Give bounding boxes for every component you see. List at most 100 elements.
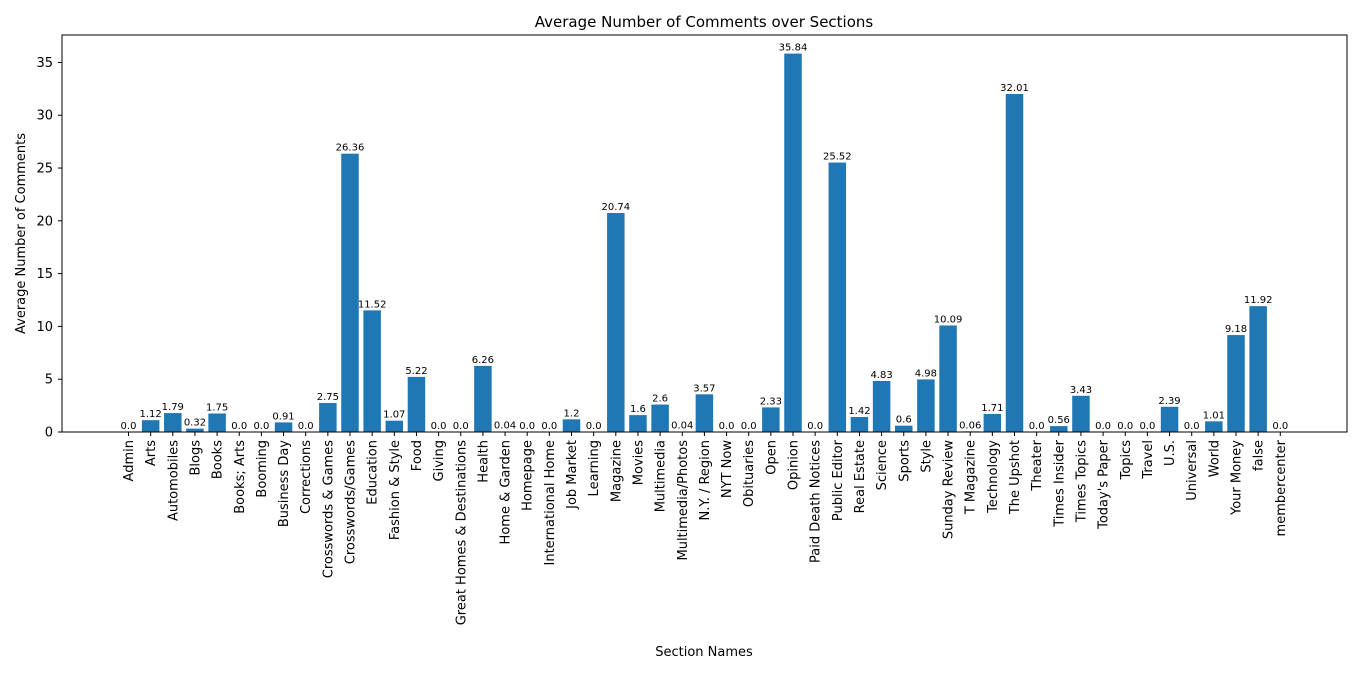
bar xyxy=(208,413,226,432)
x-tick-label: NYT Now xyxy=(720,440,735,498)
y-tick-label: 25 xyxy=(36,162,53,177)
x-tick-label: Automobiles xyxy=(166,440,181,521)
bar-value-label: 6.26 xyxy=(472,355,494,366)
bar xyxy=(474,365,492,432)
x-tick-label: Education xyxy=(366,440,381,505)
bar-value-label: 2.33 xyxy=(760,396,782,407)
bar-value-label: 0.0 xyxy=(1272,421,1288,432)
bar xyxy=(141,420,160,432)
bar xyxy=(872,381,891,432)
x-tick-label: Job Market xyxy=(565,440,580,510)
x-tick-label: Style xyxy=(919,440,934,473)
bar xyxy=(407,376,426,432)
bar-value-label: 1.42 xyxy=(848,406,870,417)
bar xyxy=(939,325,957,432)
bar xyxy=(1160,406,1179,432)
bar xyxy=(319,402,337,432)
bar xyxy=(695,394,714,432)
x-tick-label: Homepage xyxy=(521,440,536,511)
bar-value-label: 0.0 xyxy=(1095,421,1111,432)
y-tick-label: 35 xyxy=(36,56,53,71)
x-tick-label: Arts xyxy=(144,440,159,466)
x-tick-label: Food xyxy=(410,440,425,471)
bar-value-label: 25.52 xyxy=(823,152,852,163)
bar-value-label: 1.75 xyxy=(206,403,228,414)
x-tick-label: Today's Paper xyxy=(1097,439,1112,530)
x-tick-label: Admin xyxy=(122,440,137,481)
x-tick-label: Theater xyxy=(1030,439,1045,491)
y-tick-label: 15 xyxy=(36,267,53,282)
bar-value-label: 0.04 xyxy=(494,421,516,432)
bar-value-label: 0.0 xyxy=(253,421,269,432)
bar xyxy=(895,425,913,432)
x-tick-label: Times Insider xyxy=(1052,439,1067,527)
bar-value-label: 0.32 xyxy=(184,418,206,429)
x-tick-label: membercenter xyxy=(1274,439,1289,536)
bar-value-label: 0.0 xyxy=(741,421,757,432)
x-tick-label: Giving xyxy=(432,440,447,481)
x-tick-label: Technology xyxy=(986,440,1001,514)
bar-value-label: 0.0 xyxy=(431,421,447,432)
bar-value-label: 1.2 xyxy=(564,408,580,419)
bar-value-label: 0.0 xyxy=(231,421,247,432)
x-tick-label: The Upshot xyxy=(1008,440,1023,515)
x-tick-label: Universal xyxy=(1185,440,1200,501)
bar-value-label: 0.04 xyxy=(671,421,693,432)
x-tick-label: Open xyxy=(764,440,779,475)
x-tick-label: Crosswords & Games xyxy=(321,440,336,578)
y-tick-label: 5 xyxy=(45,373,53,388)
bar-value-label: 1.6 xyxy=(630,404,646,415)
x-tick-label: Sports xyxy=(897,440,912,482)
bar xyxy=(850,417,869,432)
bar-value-label: 11.92 xyxy=(1244,295,1273,306)
x-axis-ticks: Admin Arts Automobiles Blogs Books Books; Art… xyxy=(122,432,1289,625)
bar-value-label: 35.84 xyxy=(779,43,808,54)
y-axis-label: Average Number of Comments xyxy=(14,133,29,334)
x-tick-label: Multimedia xyxy=(654,440,669,512)
x-tick-label: World xyxy=(1207,440,1222,477)
y-tick-label: 10 xyxy=(36,320,53,335)
x-tick-label: Magazine xyxy=(609,440,624,502)
bar xyxy=(341,153,359,432)
bar-value-label: 26.36 xyxy=(336,143,365,154)
x-tick-label: Books; Arts xyxy=(233,440,248,514)
bar-value-label: 0.0 xyxy=(719,421,735,432)
bar-value-label: 5.22 xyxy=(405,366,427,377)
bar xyxy=(1249,306,1267,432)
bar-value-label: 11.52 xyxy=(358,299,387,310)
bar xyxy=(629,415,647,432)
x-tick-label: Fashion & Style xyxy=(388,440,403,540)
plot-frame xyxy=(61,34,1348,433)
bar xyxy=(762,407,780,432)
bar xyxy=(828,162,847,433)
x-tick-label: Blogs xyxy=(188,440,203,476)
bar-value-label: 9.18 xyxy=(1225,324,1247,335)
bar-value-label: 1.71 xyxy=(981,403,1003,414)
bar-value-label: 4.98 xyxy=(915,368,937,379)
bar-value-label: 1.01 xyxy=(1203,410,1225,421)
chart-title: Average Number of Comments over Sections xyxy=(535,13,874,31)
x-tick-label: Business Day xyxy=(277,440,292,527)
bar-value-label: 0.6 xyxy=(896,415,912,426)
bar-value-label: 0.0 xyxy=(298,421,314,432)
bar-value-label: 0.0 xyxy=(1139,421,1155,432)
bar xyxy=(1072,395,1090,432)
x-tick-label: Your Money xyxy=(1230,440,1245,516)
bar xyxy=(385,420,404,432)
bar xyxy=(1205,421,1223,432)
bar-value-label: 20.74 xyxy=(601,202,630,213)
x-tick-label: Great Homes & Destinations xyxy=(454,440,469,625)
bar-value-label: 1.07 xyxy=(383,410,405,421)
bar-value-label: 2.39 xyxy=(1158,396,1180,407)
x-tick-label: Topics xyxy=(1119,440,1134,481)
x-tick-label: Travel xyxy=(1141,440,1156,480)
x-tick-label: T Magazine xyxy=(964,440,979,515)
bar xyxy=(164,413,182,432)
bar-value-label: 0.91 xyxy=(272,411,294,422)
bar xyxy=(651,404,669,432)
bar-value-label: 10.09 xyxy=(934,314,963,325)
bars-group xyxy=(141,53,1267,433)
bar-value-label: 0.0 xyxy=(1117,421,1133,432)
x-tick-label: Obituaries xyxy=(742,440,757,507)
bar-value-label: 0.0 xyxy=(519,421,535,432)
